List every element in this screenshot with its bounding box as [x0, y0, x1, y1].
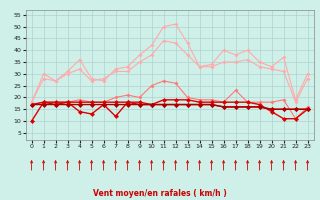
Text: Vent moyen/en rafales ( km/h ): Vent moyen/en rafales ( km/h ) — [93, 189, 227, 198]
